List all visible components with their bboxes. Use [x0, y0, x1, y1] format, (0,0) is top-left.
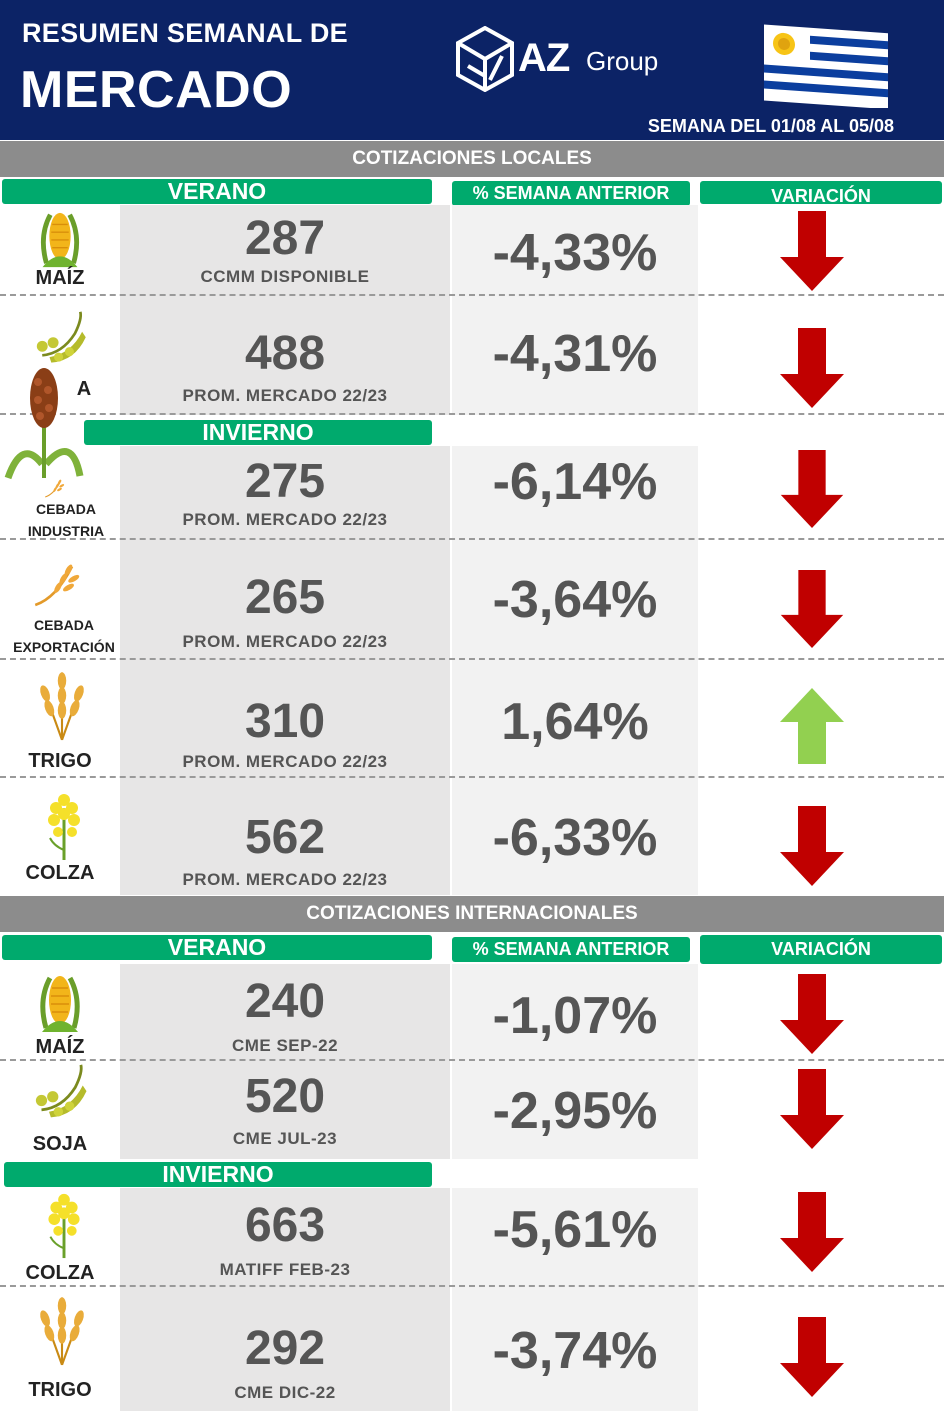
down-arrow-icon: [780, 806, 844, 886]
soy-icon: [35, 310, 88, 364]
corn-icon: [20, 970, 100, 1034]
price-reference: CCMM DISPONIBLE: [200, 267, 370, 286]
crop-name: COLZA: [25, 1262, 95, 1284]
pct-change: -2,95%: [492, 1082, 658, 1140]
pct-change: -4,31%: [492, 325, 658, 383]
crop-name: TRIGO: [28, 750, 92, 772]
price-value: 287: [244, 212, 326, 265]
soy-icon: [34, 1063, 88, 1119]
rapeseed-icon: [46, 792, 82, 862]
pct-prev-week-header: % SEMANA ANTERIOR: [452, 181, 690, 206]
pct-change: 1,64%: [501, 693, 649, 751]
down-arrow-icon: [780, 1317, 844, 1397]
corn-icon: [20, 207, 100, 269]
variation-header: VARIACIÓN: [700, 935, 942, 964]
table-row: CEBADA INDUSTRIA 275 PROM. MERCADO 22/23…: [0, 446, 944, 540]
table-row: COLZA 562 PROM. MERCADO 22/23 -6,33%: [0, 778, 944, 895]
pct-prev-week-header: % SEMANA ANTERIOR: [452, 937, 690, 962]
price-reference: CME JUL-23: [232, 1129, 338, 1148]
pct-change: -5,61%: [492, 1201, 658, 1259]
header-banner: RESUMEN SEMANAL DE MERCADO AZ Group SEMA…: [0, 0, 944, 140]
pct-change: -1,07%: [492, 987, 658, 1045]
price-value: 663: [244, 1199, 326, 1252]
week-range-label: SEMANA DEL 01/08 AL 05/08: [647, 116, 894, 136]
price-value: 520: [244, 1070, 326, 1123]
crop-name: TRIGO: [28, 1379, 92, 1401]
down-arrow-icon: [780, 1192, 844, 1272]
price-reference: PROM. MERCADO 22/23: [182, 386, 388, 405]
down-arrow-icon: [780, 1069, 844, 1149]
crop-name: SOJA: [32, 1133, 88, 1155]
down-arrow-icon: [780, 974, 844, 1054]
price-value: 310: [244, 695, 326, 748]
up-arrow-icon: [780, 688, 844, 764]
brand-group-text: Group: [586, 46, 659, 76]
table-row: TRIGO 292 CME DIC-22 -3,74%: [0, 1287, 944, 1411]
price-value: 562: [244, 811, 326, 864]
crop-name: MAÍZ: [35, 1036, 85, 1058]
crop-name: MAÍZ: [35, 267, 85, 289]
table-row: MAÍZ 240 CME SEP-22 -1,07%: [0, 964, 944, 1061]
crop-name: CEBADA INDUSTRIA: [27, 501, 105, 539]
winter-label: INVIERNO: [4, 1162, 432, 1187]
uruguay-flag-icon: [764, 24, 888, 108]
table-row: CEBADA EXPORTACIÓN 265 PROM. MERCADO 22/…: [0, 540, 944, 660]
pct-change: -3,64%: [492, 571, 658, 629]
price-reference: PROM. MERCADO 22/23: [182, 510, 388, 529]
az-cube-icon: [456, 26, 514, 92]
pct-change: -4,33%: [492, 224, 658, 282]
summer-label: VERANO: [2, 179, 432, 204]
variation-header: VARIACIÓN: [700, 181, 942, 204]
price-reference: MATIFF FEB-23: [219, 1260, 351, 1279]
down-arrow-icon: [780, 450, 844, 529]
international-quotes-header: COTIZACIONES INTERNACIONALES: [0, 896, 944, 932]
table-row: COLZA 663 MATIFF FEB-23 -5,61%: [0, 1188, 944, 1287]
rapeseed-icon: [46, 1192, 82, 1260]
wheat-icon: [37, 671, 87, 741]
price-reference: CME DIC-22: [234, 1383, 336, 1402]
brand-az-text: AZ: [518, 36, 570, 80]
price-reference: PROM. MERCADO 22/23: [182, 870, 388, 889]
pct-change: -6,33%: [492, 809, 658, 867]
price-value: 240: [244, 975, 326, 1028]
table-row: SOJA 520 CME JUL-23 -2,95%: [0, 1061, 944, 1159]
local-quotes-header: COTIZACIONES LOCALES: [0, 141, 944, 177]
table-row: A 488 PROM. MERCADO 22/23 -4,31%: [0, 296, 944, 415]
crop-name: CEBADA EXPORTACIÓN: [13, 617, 115, 655]
price-value: 488: [244, 327, 326, 380]
winter-label: INVIERNO: [84, 420, 432, 445]
sorghum-icon: [2, 368, 86, 486]
table-row: MAÍZ 287 CCMM DISPONIBLE -4,33%: [0, 205, 944, 296]
price-reference: CME SEP-22: [231, 1036, 339, 1055]
pct-change: -3,74%: [492, 1322, 658, 1380]
summer-label: VERANO: [2, 935, 432, 960]
price-reference: PROM. MERCADO 22/23: [182, 752, 388, 771]
price-value: 275: [244, 455, 326, 508]
down-arrow-icon: [780, 570, 844, 649]
report-title-line2: MERCADO: [20, 61, 293, 119]
report-title-line1: RESUMEN SEMANAL DE: [22, 18, 348, 48]
az-group-logo: AZ Group: [454, 26, 674, 96]
down-arrow-icon: [780, 328, 844, 408]
price-value: 265: [244, 571, 326, 624]
down-arrow-icon: [780, 211, 844, 291]
price-reference: PROM. MERCADO 22/23: [182, 632, 388, 651]
price-value: 292: [244, 1322, 326, 1375]
wheat-icon: [37, 1296, 87, 1366]
barley-icon: [33, 562, 82, 607]
crop-name-partial: A: [76, 378, 92, 400]
pct-change: -6,14%: [492, 453, 658, 511]
crop-name: COLZA: [25, 862, 95, 884]
table-row: TRIGO 310 PROM. MERCADO 22/23 1,64%: [0, 660, 944, 778]
